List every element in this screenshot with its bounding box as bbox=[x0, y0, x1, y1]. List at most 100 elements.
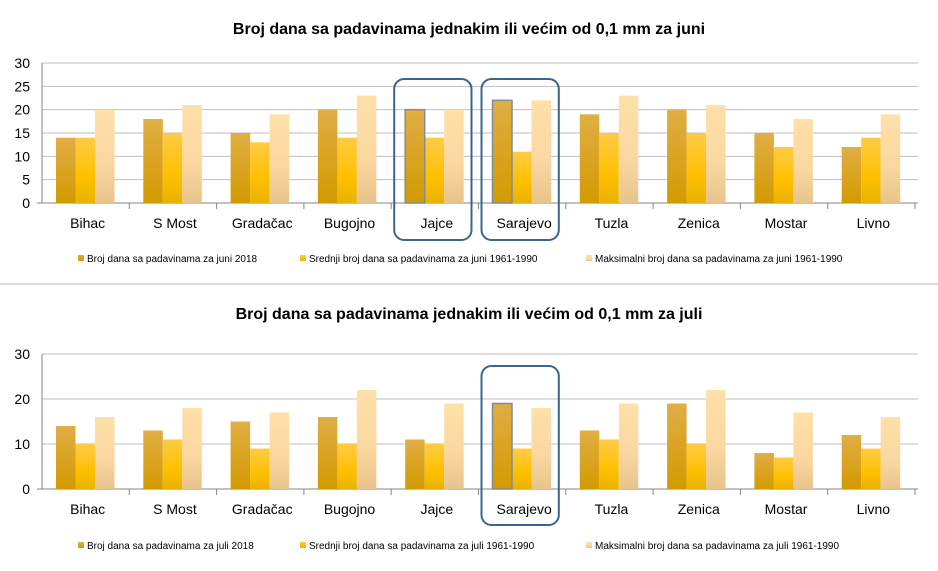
x-category-label: Tuzla bbox=[595, 501, 629, 517]
y-tick-label: 0 bbox=[22, 195, 30, 211]
legend-swatch bbox=[300, 255, 306, 261]
legend-label: Broj dana sa padavinama za juli 2018 bbox=[87, 541, 254, 552]
y-tick-label: 0 bbox=[22, 481, 30, 497]
bar-bugojno-series-3 bbox=[356, 95, 377, 203]
y-tick-label: 5 bbox=[22, 172, 30, 188]
legend-label: Maksimalni broj dana sa padavinama za ju… bbox=[595, 254, 843, 265]
bar-s-most-series-1 bbox=[143, 430, 163, 489]
bar-sarajevo-series-3 bbox=[531, 100, 551, 203]
x-category-label: Bugojno bbox=[324, 501, 376, 517]
bar-gradačac-series-2 bbox=[250, 448, 270, 489]
bar-sarajevo-series-3 bbox=[531, 408, 551, 489]
y-tick-label: 25 bbox=[14, 78, 30, 94]
bar-sarajevo-series-1 bbox=[492, 100, 512, 203]
bar-sarajevo-series-2 bbox=[512, 448, 532, 489]
bar-jajce-series-2 bbox=[424, 137, 445, 203]
x-category-label: Tuzla bbox=[595, 215, 629, 231]
highlighted-bar-outline bbox=[491, 99, 513, 204]
y-tick-label: 30 bbox=[14, 55, 30, 71]
bar-s-most-series-3 bbox=[182, 105, 202, 203]
chart-title: Broj dana sa padavinama jednakim ili već… bbox=[233, 21, 705, 38]
bar-gradačac-series-1 bbox=[230, 421, 251, 489]
x-category-label: Gradačac bbox=[232, 215, 293, 231]
bar-zenica-series-2 bbox=[686, 133, 707, 203]
legend-swatch bbox=[78, 255, 84, 261]
bar-mostar-series-2 bbox=[773, 147, 794, 203]
bar-livno-series-2 bbox=[861, 137, 881, 203]
bar-bihac-series-1 bbox=[56, 137, 76, 203]
bar-s-most-series-1 bbox=[143, 119, 163, 203]
x-category-label: Bihac bbox=[70, 501, 105, 517]
x-category-label: Jajce bbox=[421, 215, 454, 231]
bar-livno-series-1 bbox=[841, 147, 862, 203]
bar-zenica-series-3 bbox=[706, 105, 726, 203]
highlight-box bbox=[480, 78, 560, 241]
x-category-label: Zenica bbox=[678, 501, 720, 517]
x-category-label: Sarajevo bbox=[497, 215, 552, 231]
legend-swatch bbox=[78, 542, 84, 548]
bar-bugojno-series-2 bbox=[337, 137, 357, 203]
bar-mostar-series-1 bbox=[754, 133, 774, 203]
legend-label: Broj dana sa padavinama za juni 2018 bbox=[87, 254, 258, 265]
x-category-label: Bihac bbox=[70, 215, 105, 231]
x-category-label: Zenica bbox=[678, 215, 720, 231]
x-category-label: Mostar bbox=[765, 215, 808, 231]
bar-livno-series-3 bbox=[880, 417, 901, 489]
bar-s-most-series-2 bbox=[162, 133, 183, 203]
bar-livno-series-2 bbox=[861, 448, 881, 489]
highlight-box bbox=[480, 365, 560, 526]
bar-bugojno-series-3 bbox=[356, 390, 377, 489]
bar-tuzla-series-2 bbox=[599, 439, 619, 489]
bar-bihac-series-3 bbox=[95, 417, 115, 489]
y-tick-label: 20 bbox=[14, 391, 30, 407]
y-tick-label: 15 bbox=[14, 125, 30, 141]
bar-bugojno-series-1 bbox=[317, 417, 338, 489]
chart-title: Broj dana sa padavinama jednakim ili već… bbox=[236, 306, 703, 323]
bar-mostar-series-3 bbox=[793, 119, 813, 203]
bar-mostar-series-2 bbox=[773, 457, 794, 489]
x-category-label: Sarajevo bbox=[497, 501, 552, 517]
bar-tuzla-series-3 bbox=[618, 95, 639, 203]
y-tick-label: 20 bbox=[14, 102, 30, 118]
bar-bihac-series-3 bbox=[95, 109, 115, 203]
highlight-box bbox=[393, 78, 473, 241]
x-category-label: Mostar bbox=[765, 501, 808, 517]
bar-gradačac-series-2 bbox=[250, 142, 270, 203]
bar-jajce-series-3 bbox=[444, 403, 464, 489]
legend-swatch bbox=[586, 255, 592, 261]
bar-bihac-series-2 bbox=[75, 137, 95, 203]
y-tick-label: 30 bbox=[14, 346, 30, 362]
highlighted-bar-outline bbox=[404, 108, 426, 204]
bar-sarajevo-series-1 bbox=[492, 403, 512, 489]
bar-livno-series-1 bbox=[841, 435, 862, 489]
bar-s-most-series-2 bbox=[162, 439, 183, 489]
bar-jajce-series-3 bbox=[444, 109, 464, 203]
x-category-label: Bugojno bbox=[324, 215, 376, 231]
bar-mostar-series-3 bbox=[793, 412, 813, 489]
x-category-label: S Most bbox=[153, 501, 197, 517]
bar-gradačac-series-1 bbox=[230, 133, 251, 203]
legend-swatch bbox=[300, 542, 306, 548]
legend-swatch bbox=[586, 542, 592, 548]
bar-mostar-series-1 bbox=[754, 453, 774, 489]
bar-tuzla-series-3 bbox=[618, 403, 639, 489]
bar-zenica-series-1 bbox=[667, 109, 687, 203]
bar-zenica-series-2 bbox=[686, 444, 707, 489]
x-category-label: Livno bbox=[857, 501, 891, 517]
bar-tuzla-series-1 bbox=[579, 430, 600, 489]
x-category-label: Jajce bbox=[421, 501, 454, 517]
bar-gradačac-series-3 bbox=[269, 412, 290, 489]
bar-zenica-series-1 bbox=[667, 403, 687, 489]
bar-jajce-series-1 bbox=[405, 109, 425, 203]
bar-tuzla-series-1 bbox=[579, 114, 600, 203]
bar-s-most-series-3 bbox=[182, 408, 202, 489]
bar-gradačac-series-3 bbox=[269, 114, 290, 203]
legend-label: Srednji broj dana sa padavinama za juni … bbox=[309, 254, 538, 265]
bar-tuzla-series-2 bbox=[599, 133, 619, 203]
bar-zenica-series-3 bbox=[706, 390, 726, 489]
x-category-label: Gradačac bbox=[232, 501, 293, 517]
x-category-label: Livno bbox=[857, 215, 891, 231]
bar-bihac-series-1 bbox=[56, 426, 76, 489]
legend-label: Srednji broj dana sa padavinama za juli … bbox=[309, 541, 535, 552]
